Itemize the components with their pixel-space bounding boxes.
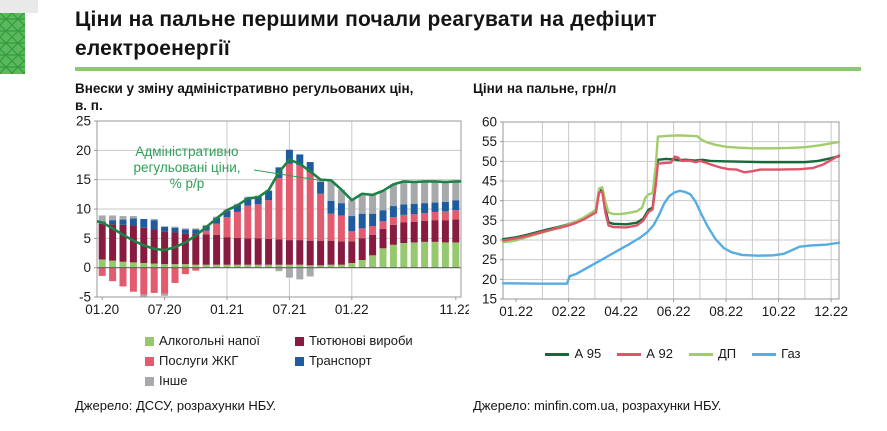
legend-line-swatch bbox=[545, 352, 570, 356]
legend-label: Транспорт bbox=[309, 353, 372, 368]
legend-label: А 95 bbox=[574, 346, 602, 361]
svg-text:60: 60 bbox=[482, 115, 497, 130]
legend-item-тютюнові-вироби: Тютюнові вироби bbox=[295, 333, 465, 349]
legend-item-інше: Інше bbox=[145, 373, 295, 389]
svg-text:10: 10 bbox=[76, 202, 91, 217]
admin-prices-panel: Внески у зміну адміністративно регульова… bbox=[75, 80, 469, 428]
svg-text:0: 0 bbox=[83, 260, 91, 275]
svg-text:35: 35 bbox=[482, 213, 497, 228]
svg-text:20: 20 bbox=[482, 272, 497, 287]
svg-text:30: 30 bbox=[482, 233, 497, 248]
legend-label: Послуги ЖКГ bbox=[159, 353, 239, 368]
legend-item-дп: ДП bbox=[688, 346, 737, 362]
svg-text:07.20: 07.20 bbox=[148, 302, 182, 317]
right-chart-legend: А 95 А 92 ДП Газ bbox=[473, 346, 873, 362]
legend-line-swatch bbox=[617, 352, 642, 356]
svg-text:регульовані ціни,: регульовані ціни, bbox=[133, 160, 240, 175]
fuel-line-газ bbox=[501, 189, 841, 285]
legend-swatch bbox=[145, 356, 154, 366]
legend-item-послуги-жкг: Послуги ЖКГ bbox=[145, 353, 295, 369]
header-gray-strip bbox=[0, 0, 38, 13]
page-title: Ціни на пальне першими почали реагувати … bbox=[75, 5, 815, 63]
svg-text:04.22: 04.22 bbox=[604, 304, 638, 319]
legend-item-алкогольні-напої: Алкогольні напої bbox=[145, 333, 295, 349]
svg-text:50: 50 bbox=[482, 154, 497, 169]
svg-text:12.22: 12.22 bbox=[814, 304, 848, 319]
svg-text:55: 55 bbox=[482, 134, 497, 149]
legend-swatch bbox=[145, 376, 154, 386]
legend-item-а-92: А 92 bbox=[617, 346, 673, 362]
svg-text:01.21: 01.21 bbox=[210, 302, 244, 317]
left-chart-title-line1: Внески у зміну адміністративно регульова… bbox=[75, 81, 414, 96]
svg-text:01.22: 01.22 bbox=[499, 304, 533, 319]
svg-text:15: 15 bbox=[76, 172, 91, 187]
svg-text:Адміністративно: Адміністративно bbox=[135, 144, 238, 159]
legend-line-swatch bbox=[688, 352, 713, 356]
svg-text:01.22: 01.22 bbox=[335, 302, 369, 317]
svg-text:07.21: 07.21 bbox=[273, 302, 307, 317]
nbu-logo-pattern bbox=[0, 13, 25, 74]
right-plot-frame bbox=[502, 121, 840, 300]
left-chart-title-line2: в. п. bbox=[75, 98, 103, 113]
left-chart-title: Внески у зміну адміністративно регульова… bbox=[75, 80, 469, 114]
right-source: Джерело: minfin.com.ua, розрахунки НБУ. bbox=[473, 398, 722, 413]
svg-text:45: 45 bbox=[482, 174, 497, 189]
svg-text:-5: -5 bbox=[79, 290, 91, 305]
fuel-prices-chart: 15 20 25 30 35 40 45 50 55 60 01.22 02.22 04.22 06.22… bbox=[482, 115, 848, 320]
legend-item-транспорт: Транспорт bbox=[295, 353, 465, 369]
legend-label: Газ bbox=[781, 346, 801, 361]
legend-label: Алкогольні напої bbox=[159, 333, 261, 348]
legend-label: Інше bbox=[159, 373, 188, 388]
right-axis-labels: 15 20 25 30 35 40 45 50 55 60 01.22 02.22 04.22 06.22… bbox=[482, 115, 848, 320]
svg-text:40: 40 bbox=[482, 193, 497, 208]
svg-text:06.22: 06.22 bbox=[657, 304, 691, 319]
fuel-line-а-92 bbox=[501, 154, 841, 242]
svg-text:5: 5 bbox=[83, 231, 91, 246]
svg-text:10.22: 10.22 bbox=[762, 304, 796, 319]
svg-text:25: 25 bbox=[482, 252, 497, 267]
legend-line-swatch bbox=[752, 352, 777, 356]
legend-label: Тютюнові вироби bbox=[309, 333, 413, 348]
page-title-line1: Ціни на пальне першими почали реагувати … bbox=[75, 8, 657, 31]
title-underline bbox=[75, 67, 861, 71]
fuel-prices-panel: Ціни на пальне, грн/л 15 20 25 30 35 40 45 50 55… bbox=[473, 80, 873, 428]
legend-item-а-95: А 95 bbox=[545, 346, 601, 362]
left-axis-labels: -5 0 5 10 15 20 25 01.20 07.20 01.21 07.21 01.22 11.… bbox=[76, 114, 469, 317]
svg-text:01.20: 01.20 bbox=[85, 302, 119, 317]
legend-label: ДП bbox=[717, 346, 737, 361]
legend-swatch bbox=[295, 336, 304, 346]
legend-swatch bbox=[295, 356, 304, 366]
svg-text:08.22: 08.22 bbox=[709, 304, 743, 319]
left-chart-legend: Алкогольні напої Тютюнові вироби Послуги Ж… bbox=[145, 333, 465, 389]
svg-text:% р/р: % р/р bbox=[170, 176, 205, 191]
svg-text:25: 25 bbox=[76, 114, 91, 129]
legend-label: А 92 bbox=[646, 346, 673, 361]
admin-prices-line bbox=[96, 158, 461, 252]
fuel-line-дп bbox=[501, 134, 841, 244]
svg-text:20: 20 bbox=[76, 143, 91, 158]
left-source: Джерело: ДССУ, розрахунки НБУ. bbox=[75, 398, 277, 413]
contribution-bars bbox=[98, 149, 460, 297]
legend-swatch bbox=[145, 336, 154, 346]
svg-text:15: 15 bbox=[482, 292, 497, 307]
right-chart-title: Ціни на пальне, грн/л bbox=[473, 81, 617, 96]
svg-text:02.22: 02.22 bbox=[552, 304, 586, 319]
page-title-line2: електроенергії bbox=[75, 37, 231, 60]
legend-item-газ: Газ bbox=[752, 346, 801, 362]
svg-text:11.22: 11.22 bbox=[439, 302, 469, 317]
